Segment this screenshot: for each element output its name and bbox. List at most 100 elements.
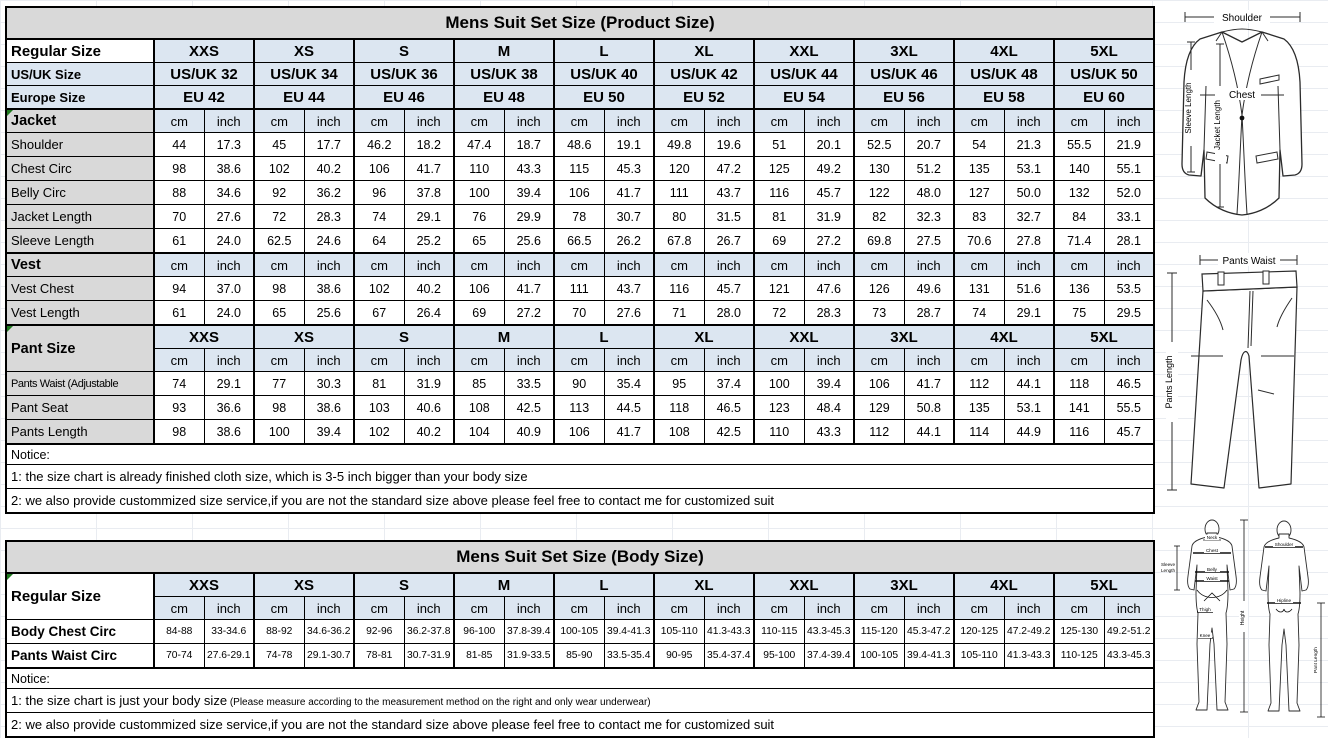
pants-waist-label: Pants Waist: [1223, 256, 1276, 267]
value-cell: 135: [953, 156, 1005, 181]
size-header: EU 42: [153, 85, 255, 110]
size-header: S: [353, 572, 455, 597]
value-cell: 113: [553, 395, 605, 420]
jacket-chest-label: Chest: [1229, 90, 1255, 101]
unit-inch: inch: [203, 348, 255, 372]
value-cell: 36.2-37.8: [403, 619, 455, 644]
value-cell: 43.7: [603, 276, 655, 301]
value-cell: 36.6: [203, 395, 255, 420]
table-row: Pant Size XXS XS S M L XL XXL 3XL 4XL 5XL: [5, 324, 1155, 372]
unit-inch: inch: [403, 252, 455, 277]
row-label: Vest Chest: [5, 276, 155, 301]
unit-inch: inch: [1003, 596, 1055, 620]
value-cell: 94: [153, 276, 205, 301]
body-size-table: Mens Suit Set Size (Body Size) Regular Si…: [5, 540, 1155, 738]
table-row: Vest Length 61 24.0 65 25.6 67 26.4 69 27.2 70 27.…: [5, 300, 1155, 326]
table-row: cm inch cm inch cm inch cm inch cm inch cm inch cm in…: [6, 348, 1155, 372]
size-header: XXS: [153, 324, 255, 349]
value-cell: 17.3: [203, 132, 255, 157]
unit-inch: inch: [603, 348, 655, 372]
sleeve-length-label: Sleeve Length: [1184, 82, 1193, 133]
table-row: Shoulder 44 17.3 45 17.7 46.2 18.2 47.4 18.7 48.6…: [5, 132, 1155, 157]
value-cell: 64: [353, 228, 405, 254]
body-sleeve-label-line1: Sleeve: [1161, 562, 1175, 567]
size-header: XXS: [153, 572, 255, 597]
value-cell: 48.6: [553, 132, 605, 157]
unit-inch: inch: [203, 596, 255, 620]
unit-cm: cm: [753, 348, 805, 372]
size-header: XL: [653, 572, 755, 597]
value-cell: 73: [853, 300, 905, 326]
size-header: EU 58: [953, 85, 1055, 110]
unit-cm: cm: [1053, 348, 1105, 372]
value-cell: 141: [1053, 395, 1105, 420]
size-chart-page: Mens Suit Set Size (Product Size) Regular…: [5, 6, 1325, 738]
value-cell: 55.5: [1103, 395, 1155, 420]
jacket-shoulder-label: Shoulder: [1222, 13, 1263, 24]
unit-cm: cm: [553, 252, 605, 277]
product-size-table: Mens Suit Set Size (Product Size) Regular…: [5, 6, 1155, 514]
notice-line: Notice:: [5, 667, 1155, 689]
unit-inch: inch: [903, 348, 955, 372]
value-cell: 39.4: [803, 371, 855, 396]
value-cell: 25.6: [303, 300, 355, 326]
value-cell: 74: [353, 204, 405, 229]
value-cell: 29.1: [403, 204, 455, 229]
unit-cm: cm: [253, 348, 305, 372]
unit-cm: cm: [253, 108, 305, 133]
value-cell: 33.5: [503, 371, 555, 396]
value-cell: 84-88: [153, 619, 205, 644]
table-row: Pants Waist Circ 70-74 27.6-29.1 74-78 29.1-…: [5, 643, 1155, 669]
value-cell: 71: [653, 300, 705, 326]
value-cell: 116: [653, 276, 705, 301]
unit-cm: cm: [553, 596, 605, 620]
unit-cm: cm: [153, 252, 205, 277]
unit-cm: cm: [153, 348, 205, 372]
value-cell: 80: [653, 204, 705, 229]
table-row: Body Chest Circ 84-88 33-34.6 88-92 34.6-36.…: [5, 619, 1155, 644]
value-cell: 140: [1053, 156, 1105, 181]
unit-inch: inch: [1103, 108, 1155, 133]
value-cell: 103: [353, 395, 405, 420]
table-row: Pants Length 98 38.6 100 39.4 102 40.2 104 40.9 1…: [5, 419, 1155, 445]
value-cell: 29.5: [1103, 300, 1155, 326]
value-cell: 78: [553, 204, 605, 229]
value-cell: 55.1: [1103, 156, 1155, 181]
value-cell: 18.2: [403, 132, 455, 157]
value-cell: 118: [1053, 371, 1105, 396]
unit-inch: inch: [303, 348, 355, 372]
size-header: XS: [253, 324, 355, 349]
value-cell: 45.7: [703, 276, 755, 301]
value-cell: 82: [853, 204, 905, 229]
value-cell: 85: [453, 371, 505, 396]
value-cell: 105-110: [953, 643, 1005, 669]
unit-inch: inch: [503, 596, 555, 620]
size-header: EU 60: [1053, 85, 1155, 110]
value-cell: 61: [153, 228, 205, 254]
value-cell: 29.9: [503, 204, 555, 229]
jacket-button: [1239, 115, 1245, 121]
size-header: XS: [253, 38, 355, 63]
value-cell: 92-96: [353, 619, 405, 644]
value-cell: 70-74: [153, 643, 205, 669]
value-cell: 38.6: [303, 276, 355, 301]
table-row: Jacket Length 70 27.6 72 28.3 74 29.1 76 29.9 78 3…: [5, 204, 1155, 229]
unit-inch: inch: [203, 252, 255, 277]
value-cell: 24.0: [203, 300, 255, 326]
value-cell: 18.7: [503, 132, 555, 157]
unit-cm: cm: [653, 348, 705, 372]
size-header: 4XL: [953, 324, 1055, 349]
value-cell: 49.2: [803, 156, 855, 181]
value-cell: 43.7: [703, 180, 755, 205]
value-cell: 31.9: [803, 204, 855, 229]
unit-inch: inch: [703, 252, 755, 277]
unit-inch: inch: [403, 348, 455, 372]
value-cell: 35.4-37.4: [703, 643, 755, 669]
value-cell: 45.7: [1103, 419, 1155, 445]
value-cell: 37.4: [703, 371, 755, 396]
pants-measurement-diagram: Pants Waist Pants Length: [1164, 253, 1298, 491]
value-cell: 106: [353, 156, 405, 181]
size-header: M: [453, 38, 555, 63]
table-row: Pants Waist (Adjustable 74 29.1 77 30.3 81 31.…: [5, 371, 1155, 396]
value-cell: 40.2: [303, 156, 355, 181]
